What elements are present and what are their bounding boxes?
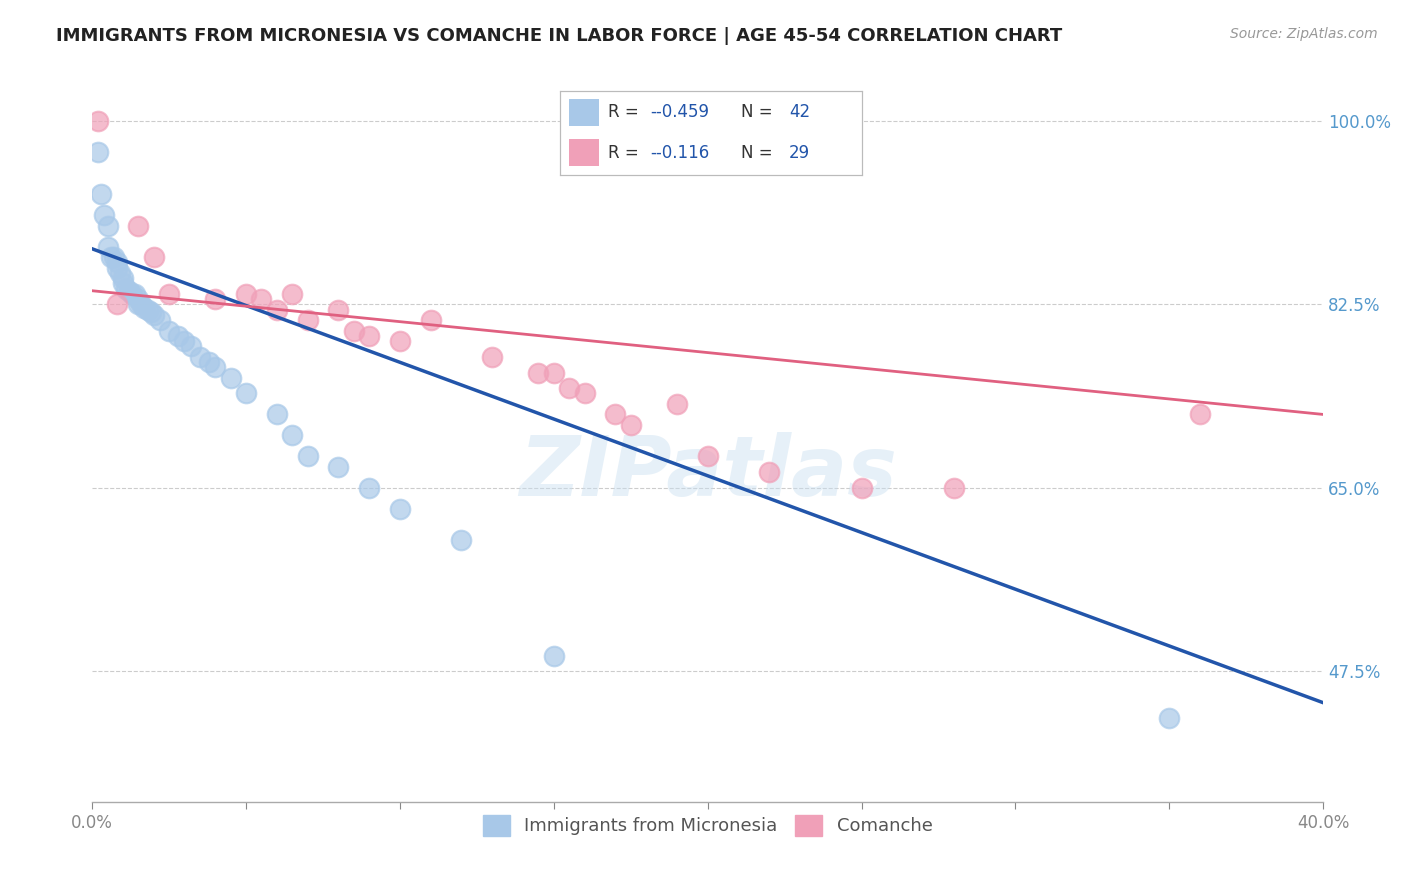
Point bbox=[118, 284, 141, 298]
Point bbox=[665, 397, 688, 411]
Point bbox=[105, 255, 128, 269]
Text: Source: ZipAtlas.com: Source: ZipAtlas.com bbox=[1230, 27, 1378, 41]
Point bbox=[219, 370, 242, 384]
Point bbox=[696, 450, 718, 464]
Point bbox=[100, 250, 122, 264]
Point bbox=[543, 366, 565, 380]
Point bbox=[481, 350, 503, 364]
Point bbox=[297, 313, 319, 327]
Point bbox=[1159, 711, 1181, 725]
Point bbox=[157, 286, 180, 301]
Point bbox=[359, 481, 381, 495]
Point bbox=[235, 286, 257, 301]
Legend: Immigrants from Micronesia, Comanche: Immigrants from Micronesia, Comanche bbox=[474, 805, 942, 845]
Point bbox=[105, 260, 128, 275]
Point bbox=[108, 266, 131, 280]
Point bbox=[134, 301, 156, 315]
Point bbox=[127, 219, 149, 233]
Point bbox=[281, 428, 304, 442]
Point bbox=[173, 334, 195, 348]
Point bbox=[204, 292, 226, 306]
Point bbox=[115, 282, 138, 296]
Text: IMMIGRANTS FROM MICRONESIA VS COMANCHE IN LABOR FORCE | AGE 45-54 CORRELATION CH: IMMIGRANTS FROM MICRONESIA VS COMANCHE I… bbox=[56, 27, 1063, 45]
Point bbox=[198, 355, 221, 369]
Point bbox=[605, 408, 627, 422]
Point bbox=[297, 450, 319, 464]
Point bbox=[180, 339, 202, 353]
Point bbox=[188, 350, 211, 364]
Point bbox=[136, 302, 159, 317]
Point bbox=[105, 297, 128, 311]
Point bbox=[266, 302, 288, 317]
Point bbox=[450, 533, 472, 548]
Point bbox=[139, 304, 162, 318]
Point bbox=[111, 271, 134, 285]
Point bbox=[97, 240, 120, 254]
Point bbox=[328, 302, 350, 317]
Point bbox=[250, 292, 273, 306]
Point bbox=[543, 648, 565, 663]
Point bbox=[111, 277, 134, 291]
Point bbox=[851, 481, 873, 495]
Point bbox=[124, 286, 146, 301]
Point bbox=[359, 328, 381, 343]
Point bbox=[419, 313, 441, 327]
Point bbox=[558, 381, 581, 395]
Point bbox=[620, 417, 643, 432]
Point bbox=[204, 360, 226, 375]
Point bbox=[127, 297, 149, 311]
Text: ZIPatlas: ZIPatlas bbox=[519, 432, 897, 513]
Point bbox=[87, 114, 110, 128]
Point bbox=[87, 145, 110, 160]
Point bbox=[388, 501, 411, 516]
Point bbox=[388, 334, 411, 348]
Point bbox=[131, 297, 153, 311]
Point bbox=[1189, 408, 1212, 422]
Point bbox=[142, 250, 165, 264]
Point bbox=[266, 408, 288, 422]
Point bbox=[157, 324, 180, 338]
Point bbox=[942, 481, 965, 495]
Point bbox=[328, 459, 350, 474]
Point bbox=[127, 292, 149, 306]
Point bbox=[142, 308, 165, 322]
Point bbox=[235, 386, 257, 401]
Point bbox=[574, 386, 596, 401]
Point bbox=[90, 187, 112, 202]
Point bbox=[121, 286, 143, 301]
Point bbox=[758, 465, 780, 479]
Point bbox=[149, 313, 172, 327]
Point bbox=[167, 328, 190, 343]
Point bbox=[103, 250, 125, 264]
Point bbox=[343, 324, 366, 338]
Point bbox=[527, 366, 550, 380]
Point bbox=[97, 219, 120, 233]
Point bbox=[281, 286, 304, 301]
Point bbox=[93, 208, 115, 222]
